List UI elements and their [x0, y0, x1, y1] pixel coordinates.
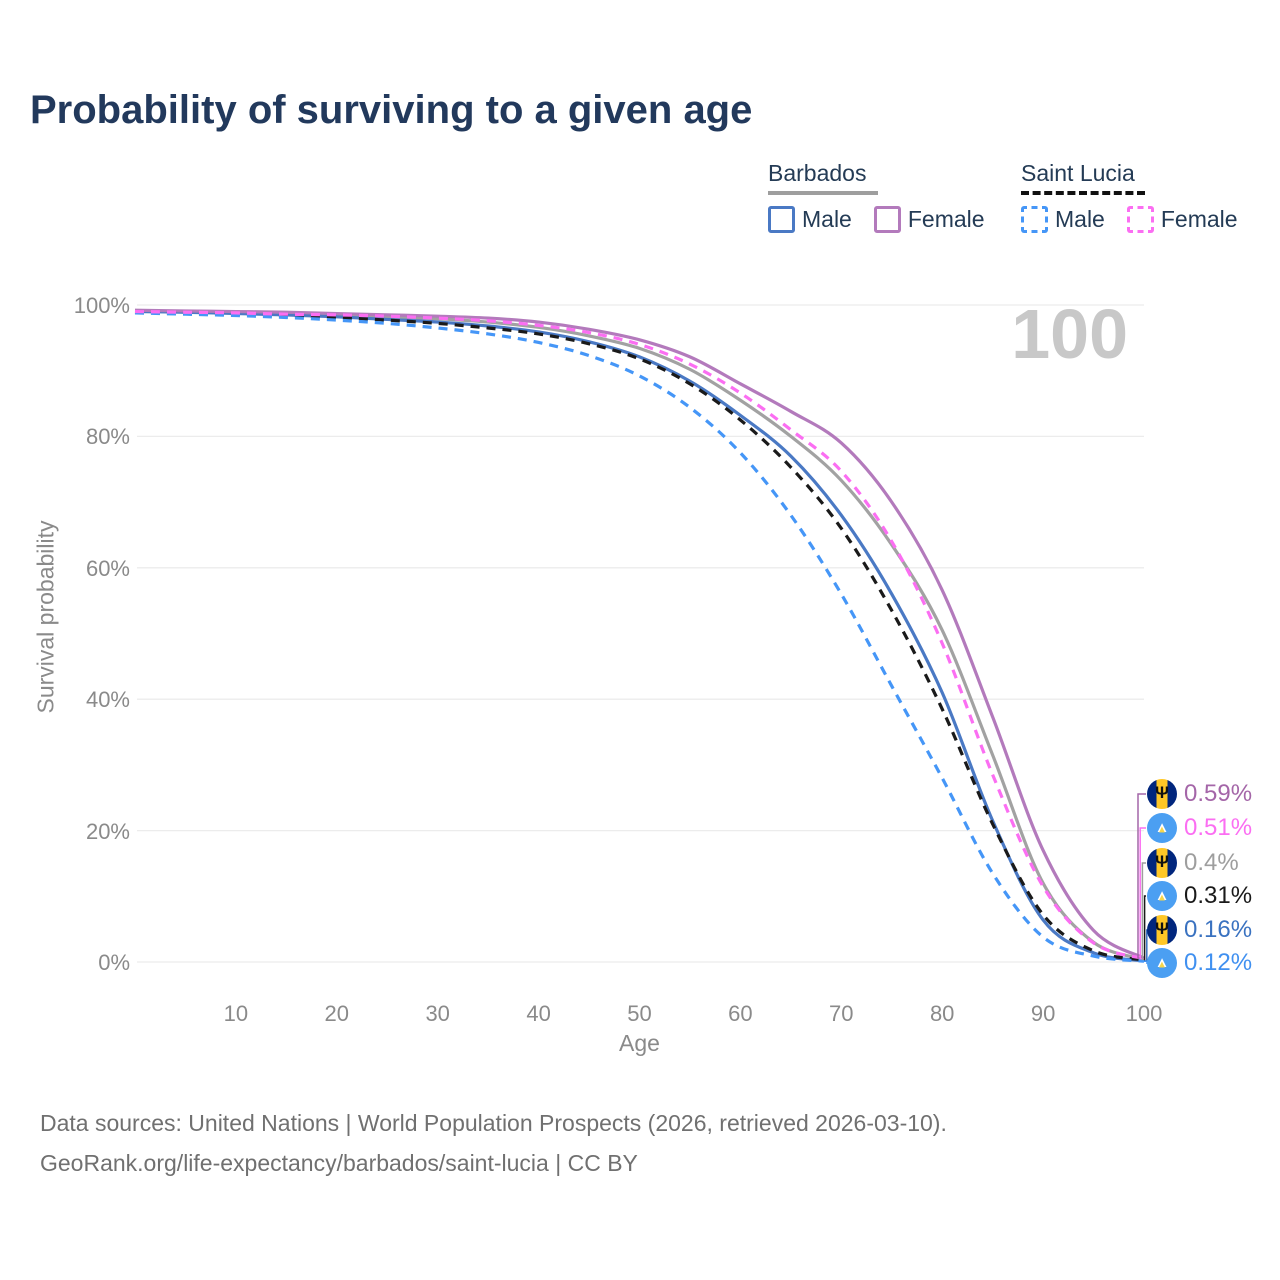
end-label-value: 0.4%	[1184, 849, 1239, 876]
x-axis-title: Age	[619, 1030, 660, 1056]
end-label-connector	[1141, 862, 1146, 961]
caption-line-2: GeoRank.org/life-expectancy/barbados/sai…	[40, 1150, 638, 1176]
legend-group-title-barbados[interactable]: Barbados	[768, 160, 867, 186]
x-tick-label: 60	[728, 1001, 753, 1026]
x-tick-label: 30	[425, 1001, 450, 1026]
x-tick-label: 40	[526, 1001, 551, 1026]
x-tick-label: 20	[324, 1001, 350, 1026]
page-title: Probability of surviving to a given age	[30, 88, 753, 132]
y-tick-label: 80%	[85, 424, 130, 450]
x-tick-label: 90	[1030, 1001, 1056, 1026]
age-watermark: 100	[1011, 295, 1128, 373]
series-line-saint-lucia	[134, 310, 1145, 962]
legend-group-title-saint-lucia[interactable]: Saint Lucia	[1021, 160, 1135, 186]
end-label-row: ▲ ▲ 0.51%	[1147, 813, 1252, 843]
y-axis-title: Survival probability	[32, 520, 59, 714]
legend-group-barbados: Barbados Male Female	[768, 160, 985, 233]
barbados-flag-icon: Ψ	[1147, 848, 1177, 878]
y-tick-label: 0%	[98, 950, 130, 975]
end-label-value: 0.12%	[1184, 949, 1253, 976]
legend-swatch-barbados-male[interactable]	[768, 206, 795, 233]
x-tick-label: 70	[829, 1001, 854, 1026]
legend-item-label: Male	[802, 206, 852, 232]
end-label-connector	[1143, 895, 1146, 961]
end-label-value: 0.16%	[1184, 916, 1253, 943]
x-tick-label: 50	[627, 1001, 652, 1026]
legend-item-barbados-female[interactable]: Female	[873, 206, 985, 233]
legend-swatch-saint-lucia-male[interactable]	[1021, 206, 1048, 233]
end-label-row: Ψ 0.4%	[1147, 848, 1239, 878]
legend-group-saint-lucia: Saint Lucia Male Female	[1021, 160, 1238, 233]
y-tick-label: 100%	[73, 293, 130, 318]
legend-swatch-barbados-female[interactable]	[873, 206, 901, 233]
series-line-saint-lucia-male	[134, 311, 1145, 963]
legend-item-saint-lucia-female[interactable]: Female	[1126, 206, 1238, 233]
legend-swatch-saint-lucia-female[interactable]	[1126, 206, 1154, 233]
legend-item-label: Male	[1055, 206, 1105, 232]
series-line-barbados-female	[134, 308, 1145, 960]
y-tick-label: 20%	[85, 818, 130, 844]
saint-lucia-flag-icon: ▲ ▲	[1147, 948, 1177, 978]
x-tick-label: 100	[1125, 1001, 1163, 1026]
barbados-flag-icon: Ψ	[1147, 779, 1177, 809]
y-tick-label: 40%	[85, 687, 130, 713]
series-line-barbados-male	[134, 309, 1145, 963]
caption-line-1: Data sources: United Nations | World Pop…	[40, 1110, 947, 1136]
barbados-flag-icon: Ψ	[1147, 915, 1177, 945]
saint-lucia-flag-icon: ▲ ▲	[1147, 881, 1177, 911]
end-label-row: Ψ 0.59%	[1147, 779, 1252, 809]
series-line-saint-lucia-female	[134, 309, 1145, 961]
x-tick-label: 10	[223, 1001, 249, 1026]
end-label-value: 0.31%	[1184, 882, 1253, 909]
end-label-value: 0.51%	[1184, 814, 1253, 841]
end-label-row: ▲ ▲ 0.31%	[1147, 881, 1252, 911]
legend-line-sample-saint-lucia	[1021, 191, 1145, 195]
end-label-value: 0.59%	[1184, 780, 1253, 807]
end-label-row: ▲ ▲ 0.12%	[1147, 948, 1252, 978]
legend-line-sample-barbados	[768, 191, 878, 195]
x-tick-label: 80	[929, 1001, 955, 1026]
legend-item-saint-lucia-male[interactable]: Male	[1021, 206, 1105, 233]
saint-lucia-flag-icon: ▲ ▲	[1147, 813, 1177, 843]
legend-item-barbados-male[interactable]: Male	[768, 206, 852, 233]
legend-item-label: Female	[907, 206, 985, 232]
y-tick-label: 60%	[85, 555, 130, 581]
end-label-row: Ψ 0.16%	[1147, 915, 1252, 945]
legend-item-label: Female	[1160, 206, 1238, 232]
series-line-barbados	[134, 309, 1145, 961]
